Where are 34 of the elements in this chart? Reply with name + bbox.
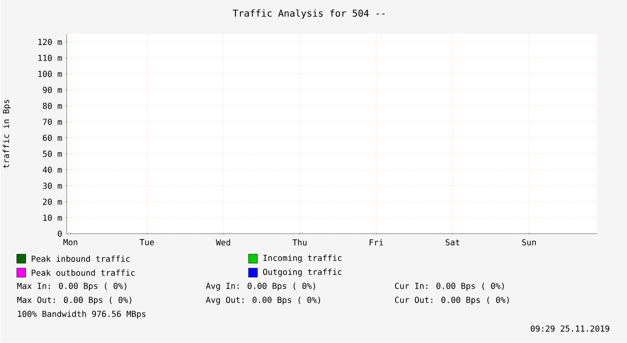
- y-tick-label: 110 m: [38, 55, 62, 62]
- text: Max Out: 0.00 Bps ( 0%): [17, 296, 132, 305]
- y-tick-label: 10 m: [43, 214, 62, 222]
- text: Max In: 0.00 Bps ( 0%): [17, 282, 126, 291]
- text: Cur In: 0.00 Bps ( 0%): [395, 282, 504, 291]
- x-tick-label: Wed: [216, 239, 230, 246]
- x-tick-label: Thu: [292, 239, 307, 246]
- text: Avg Out: 0.00 Bps ( 0%): [206, 296, 320, 305]
- text: Avg In: 0.00 Bps ( 0%): [206, 282, 316, 291]
- y-tick-label: 0: [58, 230, 62, 238]
- legend-label: Incoming traffic: [263, 254, 342, 263]
- text: 09:29 25.11.2019: [530, 326, 610, 332]
- x-tick-label: Sat: [446, 239, 460, 246]
- text: Cur Out: 0.00 Bps ( 0%): [395, 296, 509, 305]
- x-tick-label: Fri: [370, 239, 384, 246]
- y-tick-label: 60 m: [42, 134, 62, 142]
- y-tick-label: 70 m: [42, 118, 62, 126]
- x-tick-label: Mon: [63, 239, 78, 246]
- y-tick-label: 120 m: [38, 39, 62, 46]
- y-tick-label: 30 m: [42, 182, 62, 190]
- y-tick-label: 20 m: [43, 198, 62, 206]
- y-tick-label: 80 m: [42, 102, 62, 110]
- legend-label: Outgoing traffic: [263, 268, 342, 277]
- y-tick-label: 40 m: [42, 166, 62, 174]
- x-tick-label: Sun: [522, 239, 536, 246]
- chart-title: Traffic Analysis for 504 --: [232, 10, 385, 19]
- legend-label: Peak inbound traffic: [32, 256, 130, 262]
- y-tick-label: 50 m: [42, 150, 62, 158]
- y-axis-title: traffic in Bps: [2, 100, 11, 168]
- y-tick-label: 100 m: [38, 70, 62, 78]
- x-tick-label: Tue: [140, 239, 154, 246]
- y-tick-label: 90 m: [42, 86, 62, 94]
- text: 100% Bandwidth 976.56 MBps: [18, 310, 146, 319]
- legend-label: Peak outbound traffic: [32, 270, 135, 276]
